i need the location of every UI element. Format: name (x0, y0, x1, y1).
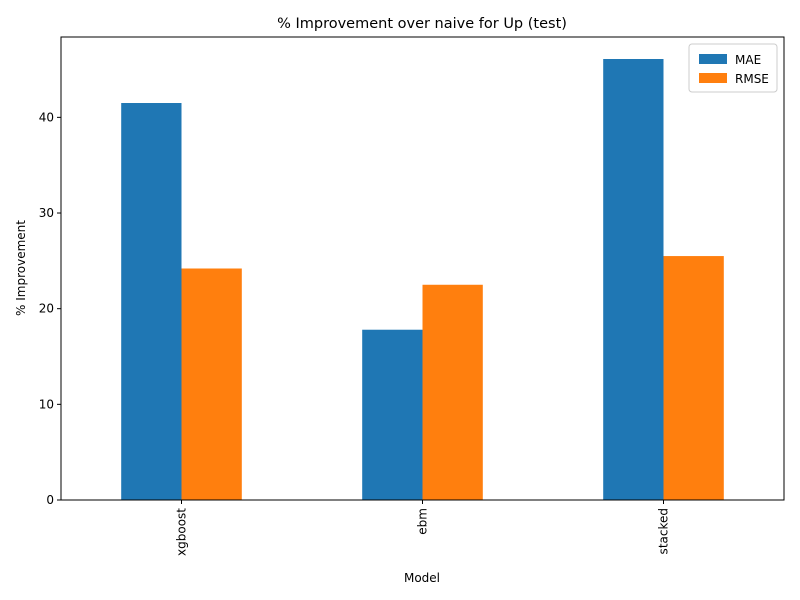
y-tick-label: 10 (39, 397, 54, 411)
legend-swatch-mae (699, 54, 727, 64)
legend-swatch-rmse (699, 73, 727, 83)
x-tick-label: xgboost (175, 508, 189, 556)
y-tick-label: 40 (39, 110, 54, 124)
bar-rmse-ebm (422, 284, 483, 500)
y-axis-title: % Improvement (14, 220, 28, 316)
x-tick-label: ebm (416, 508, 430, 535)
y-tick-label: 30 (39, 206, 54, 220)
plot-area (121, 59, 724, 500)
bar-rmse-xgboost (181, 268, 242, 500)
x-axis: xgboost ebm stacked (175, 500, 671, 556)
legend-label-mae: MAE (735, 53, 761, 67)
plot-frame (60, 36, 785, 501)
x-tick-label: stacked (657, 508, 671, 554)
y-tick-label: 0 (46, 493, 54, 507)
bar-rmse-stacked (663, 256, 724, 500)
legend-label-rmse: RMSE (735, 72, 769, 86)
x-axis-title: Model (404, 571, 440, 585)
bar-mae-xgboost (121, 103, 182, 500)
legend: MAE RMSE (688, 43, 778, 93)
y-axis: 0 10 20 30 40 (39, 110, 61, 507)
bar-mae-stacked (603, 59, 664, 500)
y-tick-label: 20 (39, 302, 54, 316)
chart-title: % Improvement over naive for Up (test) (277, 16, 567, 32)
bar-mae-ebm (362, 329, 423, 500)
